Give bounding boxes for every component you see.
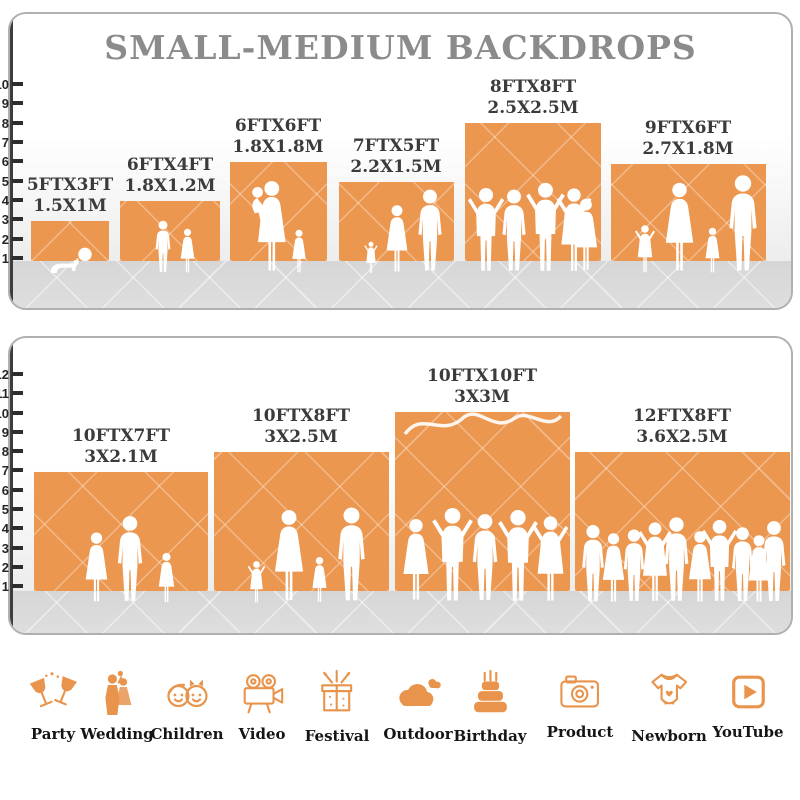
chart-title: SMALL-MEDIUM BACKDROPS — [104, 28, 697, 67]
bar-label: 6FTX6FT 1.8X1.8M — [232, 116, 324, 157]
bar-12ftx8ft — [575, 452, 790, 602]
category-video: Video — [237, 668, 287, 743]
bar-label: 12FTX8FT 3.6X2.5M — [632, 406, 732, 447]
outdoor-clouds-icon — [399, 679, 441, 706]
category-birthday: Birthday — [453, 668, 527, 745]
bar-6ftx6ft — [230, 162, 327, 273]
bar-9ftx6ft — [611, 164, 766, 273]
youtube-play-icon — [731, 675, 765, 709]
category-outdoor: Outdoor — [383, 668, 453, 743]
category-wedding: Wedding — [80, 668, 154, 743]
bar-6ftx4ft — [120, 201, 220, 273]
bar-10ftx7ft — [34, 472, 208, 603]
people-silhouette-group5 — [467, 182, 598, 271]
watermark-scribble — [403, 412, 563, 436]
bar-label: 10FTX8FT 3X2.5M — [251, 406, 351, 447]
festival-gift-icon — [321, 669, 353, 712]
category-label: YouTube — [712, 723, 784, 741]
bar-label: 7FTX5FT 2.2X1.5M — [350, 136, 442, 177]
category-label: Birthday — [453, 727, 527, 745]
bar-label: 10FTX7FT 3X2.1M — [71, 426, 171, 467]
bar-label: 6FTX4FT 1.8X1.2M — [124, 155, 216, 196]
panel-canvas: SMALL-MEDIUM BACKDROPS 5FTX3FT 1.5X1M 6FT… — [8, 12, 793, 310]
category-label: Festival — [304, 727, 370, 745]
people-silhouette-family3 — [85, 516, 175, 603]
panel-large: 10FTX7FT 3X2.1M 10FTX8FT 3X2.5M — [0, 336, 793, 635]
panel-canvas: 10FTX7FT 3X2.1M 10FTX8FT 3X2.5M — [8, 336, 793, 635]
party-icon — [29, 672, 77, 708]
category-label: Outdoor — [383, 725, 453, 743]
bar-label: 9FTX6FT 2.7X1.8M — [642, 118, 734, 159]
people-silhouette-crowd — [582, 517, 786, 602]
newborn-onesie-icon — [651, 673, 687, 705]
category-festival: Festival — [304, 668, 370, 745]
category-product: Product — [546, 668, 614, 741]
panel-small-medium: SMALL-MEDIUM BACKDROPS 5FTX3FT 1.5X1M 6FT… — [0, 12, 793, 310]
bar-8ftx8ft — [465, 123, 601, 271]
category-newborn: Newborn — [631, 668, 707, 745]
bar-10ftx10ft — [395, 412, 570, 601]
y-axis-line — [10, 14, 13, 308]
bar-7ftx5ft — [339, 182, 454, 273]
wedding-couple-icon — [105, 670, 131, 715]
category-youtube: YouTube — [712, 668, 784, 741]
y-axis-line — [10, 338, 13, 633]
birthday-cake-icon — [473, 669, 507, 713]
people-silhouette-family4 — [635, 175, 757, 273]
bar-label: 5FTX3FT 1.5X1M — [26, 175, 114, 216]
category-party: Party — [28, 668, 78, 743]
category-children: Children — [150, 668, 224, 743]
category-label: Video — [238, 725, 286, 743]
floor-strip — [10, 261, 791, 308]
bar-5ftx3ft — [31, 221, 109, 273]
people-silhouette-group5 — [403, 508, 569, 601]
bar-label: 8FTX8FT 2.5X2.5M — [487, 77, 579, 118]
floor-strip — [10, 591, 791, 633]
children-faces-icon — [166, 679, 208, 708]
category-label: Party — [30, 725, 76, 743]
video-camera-icon — [243, 674, 284, 714]
category-label: Wedding — [80, 725, 154, 743]
product-camera-icon — [560, 675, 600, 708]
bar-label: 10FTX10FT 3X3M — [427, 366, 537, 407]
category-label: Children — [150, 725, 224, 743]
category-label: Product — [546, 723, 614, 741]
people-silhouette-mother-kids — [252, 181, 306, 273]
bar-10ftx8ft — [214, 452, 389, 603]
category-label: Newborn — [631, 727, 707, 745]
people-silhouette-family4 — [247, 507, 365, 603]
